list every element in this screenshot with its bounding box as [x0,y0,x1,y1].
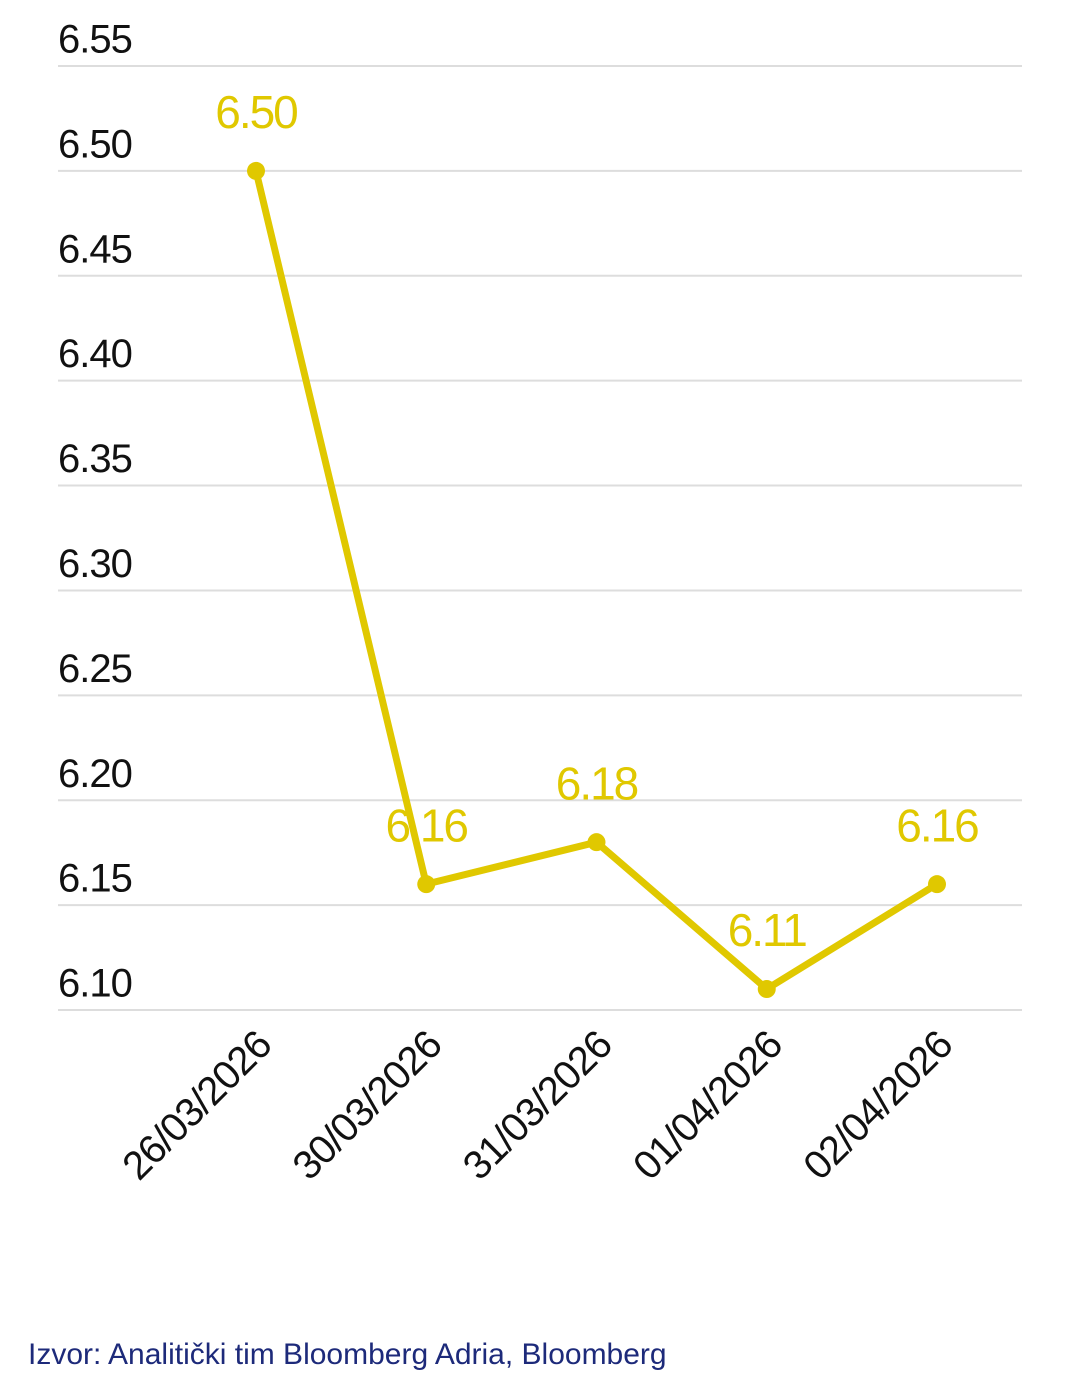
point [247,161,265,180]
y-tick-label: 6.15 [58,857,132,901]
y-tick-label: 6.40 [58,332,132,376]
value-label: 6.18 [556,757,638,809]
line [252,170,939,993]
y-tick-label: 6.45 [58,227,132,271]
y-tick-label: 6.10 [58,962,132,1006]
point [928,875,946,894]
y-tick-label: 6.20 [58,752,132,796]
x-tick-label: 30/03/2026 [284,1023,450,1189]
y-tick-label: 6.55 [58,18,132,62]
value-label: 6.16 [385,799,467,851]
x-tick-label: 31/03/2026 [455,1023,621,1189]
x-tick-label: 02/04/2026 [795,1023,961,1189]
value-label: 6.50 [215,86,297,138]
point [417,875,436,894]
y-tick-label: 6.50 [58,122,132,166]
y-tick-label: 6.35 [58,437,132,481]
x-tick-label: 26/03/2026 [114,1023,280,1189]
x-tick-label: 01/04/2026 [625,1023,791,1189]
y-tick-label: 6.30 [58,542,132,586]
source-note: Izvor: Analitički tim Bloomberg Adria, B… [28,1338,667,1371]
point [587,833,606,852]
value-label: 6.16 [896,799,978,851]
value-label: 6.11 [728,904,807,956]
point [757,980,776,999]
y-tick-label: 6.25 [58,647,132,691]
